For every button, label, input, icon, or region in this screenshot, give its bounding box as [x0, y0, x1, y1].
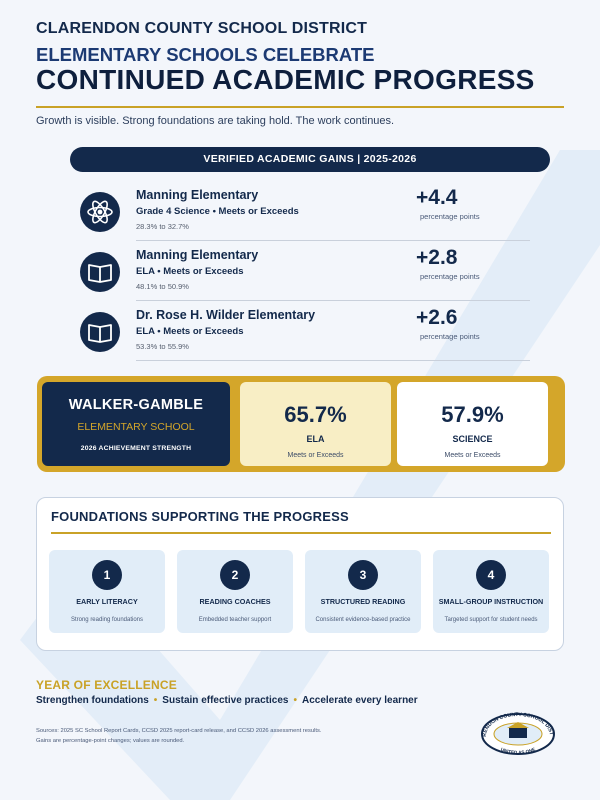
foundation-caption: READING COACHES	[199, 597, 271, 606]
walker-gamble-subtitle: ELEMENTARY SCHOOL	[77, 421, 195, 433]
walker-gamble-name: WALKER-GAMBLE	[68, 397, 204, 413]
gain-range: 48.1% to 50.9%	[136, 282, 189, 291]
priority-item: Sustain effective practices	[162, 695, 289, 706]
walker-gamble-panel: WALKER-GAMBLE ELEMENTARY SCHOOL 2026 ACH…	[37, 376, 565, 472]
walker-gamble-strength: 2026 ACHIEVEMENT STRENGTH	[80, 445, 192, 452]
foundations-panel: FOUNDATIONS SUPPORTING THE PROGRESS 1 EA…	[36, 497, 564, 651]
gain-delta-label: percentage points	[420, 332, 480, 341]
book-icon	[80, 312, 120, 352]
foundations-title: FOUNDATIONS SUPPORTING THE PROGRESS	[51, 509, 349, 524]
gain-row: Dr. Rose H. Wilder Elementary ELA • Meet…	[80, 304, 530, 362]
sources-line: Gains are percentage-point changes; valu…	[36, 738, 185, 744]
school-name: Manning Elementary	[136, 248, 259, 262]
ela-subject: ELA	[306, 434, 325, 444]
gains-banner: VERIFIED ACADEMIC GAINS | 2025-2026	[70, 147, 550, 172]
row-divider	[136, 360, 530, 361]
headline-line2: CONTINUED ACADEMIC PROGRESS	[36, 64, 535, 95]
foundation-caption: STRUCTURED READING	[320, 597, 406, 606]
gain-metric: Grade 4 Science • Meets or Exceeds	[136, 206, 299, 217]
gain-delta: +2.6	[416, 306, 458, 329]
science-stat-card: 57.9% SCIENCE Meets or Exceeds	[397, 382, 548, 466]
science-percent: 57.9%	[441, 402, 504, 427]
ela-note: Meets or Exceeds	[287, 452, 344, 459]
gain-range: 28.3% to 32.7%	[136, 222, 189, 231]
school-name: Manning Elementary	[136, 188, 259, 202]
foundations-divider	[51, 532, 551, 534]
bullet-separator: •	[293, 695, 297, 706]
ela-stat-card: 65.7% ELA Meets or Exceeds	[240, 382, 391, 466]
foundation-card: 4 SMALL-GROUP INSTRUCTION Targeted suppo…	[433, 550, 549, 633]
foundation-caption: SMALL-GROUP INSTRUCTION	[438, 597, 544, 606]
foundation-number: 4	[476, 560, 506, 590]
district-name: CLARENDON COUNTY SCHOOL DISTRICT	[36, 20, 368, 37]
gain-row: Manning Elementary Grade 4 Science • Mee…	[80, 184, 530, 242]
foundation-number: 1	[92, 560, 122, 590]
bullet-separator: •	[153, 695, 158, 706]
gain-range: 53.3% to 55.9%	[136, 342, 189, 351]
foundation-desc: Targeted support for student needs	[444, 617, 538, 623]
headline-line1: ELEMENTARY SCHOOLS CELEBRATE	[36, 44, 375, 65]
year-priorities: Strengthen foundations • Sustain effective…	[36, 695, 418, 706]
gain-metric: ELA • Meets or Exceeds	[136, 266, 244, 277]
gain-delta-label: percentage points	[420, 212, 480, 221]
year-title: YEAR OF EXCELLENCE	[36, 678, 177, 692]
foundation-desc: Consistent evidence-based practice	[315, 617, 411, 623]
gain-metric: ELA • Meets or Exceeds	[136, 326, 244, 337]
header-divider	[36, 106, 564, 108]
foundation-card: 2 READING COACHES Embedded teacher suppo…	[177, 550, 293, 633]
foundation-desc: Strong reading foundations	[70, 617, 144, 623]
walker-gamble-title-card: WALKER-GAMBLE ELEMENTARY SCHOOL 2026 ACH…	[42, 382, 230, 466]
foundation-card: 3 STRUCTURED READING Consistent evidence…	[305, 550, 421, 633]
row-divider	[136, 300, 530, 301]
gain-delta: +2.8	[416, 246, 458, 269]
foundation-card: 1 EARLY LITERACY Strong reading foundati…	[49, 550, 165, 633]
book-icon	[80, 252, 120, 292]
foundation-caption: EARLY LITERACY	[76, 597, 138, 606]
priority-item: Accelerate every learner	[301, 695, 418, 706]
gain-row: Manning Elementary ELA • Meets or Exceed…	[80, 244, 530, 302]
atom-icon	[80, 192, 120, 232]
ela-percent: 65.7%	[284, 402, 347, 427]
gain-delta-label: percentage points	[420, 272, 480, 281]
foundation-number: 2	[220, 560, 250, 590]
tagline: Growth is visible. Strong foundations ar…	[36, 115, 395, 127]
row-divider	[136, 240, 530, 241]
foundation-desc: Embedded teacher support	[198, 617, 272, 623]
sources-line: Sources: 2025 SC School Report Cards, CC…	[36, 728, 322, 734]
school-name: Dr. Rose H. Wilder Elementary	[136, 308, 316, 322]
foundation-number: 3	[348, 560, 378, 590]
science-note: Meets or Exceeds	[444, 452, 501, 459]
gain-delta: +4.4	[416, 186, 458, 209]
district-seal-logo: CLARENDON COUNTY SCHOOL DISTRICT UNITED …	[478, 710, 555, 755]
priority-item: Strengthen foundations	[36, 695, 149, 706]
sources-note: Sources: 2025 SC School Report Cards, CC…	[36, 726, 321, 746]
science-subject: SCIENCE	[452, 434, 493, 444]
